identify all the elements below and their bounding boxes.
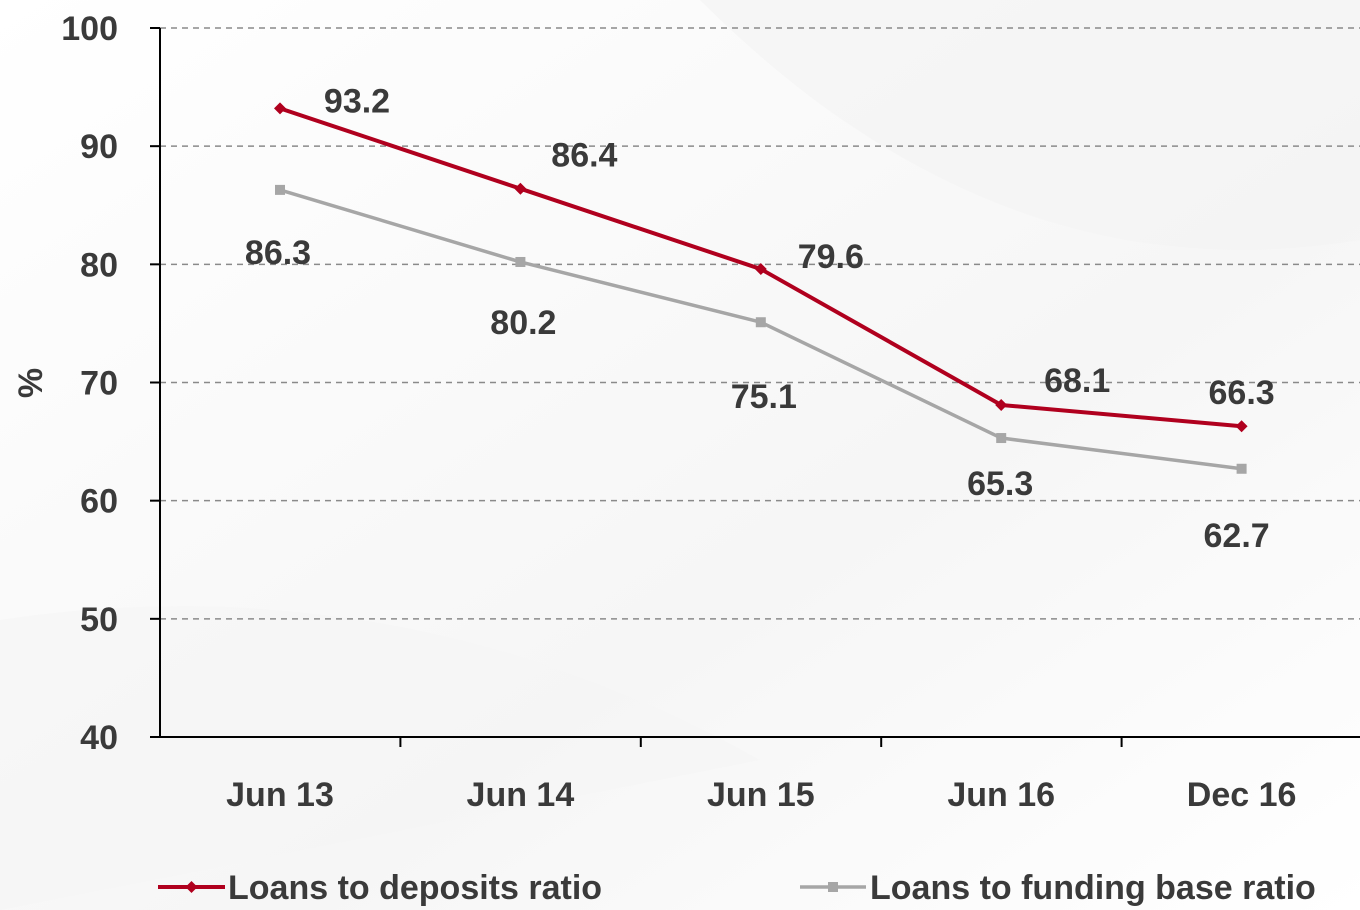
legend-marker	[828, 882, 838, 892]
y-tick-label: 90	[80, 128, 118, 166]
x-tick-label: Dec 16	[1187, 776, 1297, 814]
y-tick-label: 80	[80, 246, 118, 284]
legend: Loans to deposits ratio Loans to funding …	[158, 869, 1316, 907]
data-label: 66.3	[1209, 374, 1275, 412]
data-point-marker	[514, 182, 527, 195]
y-axis-ticks: 40 50 60 70 80 90 100	[61, 10, 160, 757]
data-point-marker	[515, 256, 526, 267]
data-labels: 93.2 86.4 79.6 68.1 66.3 86.3 80.2 75.1 65.3 62.7	[245, 82, 1275, 554]
x-tick-label: Jun 13	[226, 776, 334, 814]
data-label: 75.1	[731, 378, 797, 416]
gridlines	[160, 27, 1360, 620]
data-label: 79.6	[798, 238, 864, 276]
data-point-marker	[995, 398, 1008, 411]
data-label: 93.2	[324, 82, 390, 120]
y-axis-label: %	[12, 368, 50, 398]
x-tick-label: Jun 16	[947, 776, 1055, 814]
legend-marker	[185, 881, 198, 893]
data-label: 68.1	[1044, 362, 1110, 400]
legend-label: Loans to deposits ratio	[228, 869, 602, 907]
data-label: 86.3	[245, 234, 311, 272]
data-label: 80.2	[490, 304, 556, 342]
y-tick-label: 100	[61, 10, 118, 48]
x-axis-ticks: Jun 13 Jun 14 Jun 15 Jun 16 Dec 16	[226, 737, 1297, 814]
data-point-marker	[754, 263, 767, 276]
data-label: 62.7	[1204, 517, 1270, 555]
data-point-marker	[996, 433, 1007, 444]
data-point-marker	[274, 102, 286, 115]
background-swoosh	[0, 606, 760, 910]
y-tick-label: 70	[80, 365, 118, 403]
y-tick-label: 60	[80, 483, 118, 521]
legend-label: Loans to funding base ratio	[870, 869, 1316, 907]
x-tick-label: Jun 14	[467, 776, 575, 814]
x-tick-label: Jun 15	[707, 776, 815, 814]
y-tick-label: 40	[80, 719, 118, 757]
y-tick-label: 50	[80, 601, 118, 639]
background-swoosh	[700, 0, 1360, 250]
data-point-marker	[275, 184, 285, 195]
series-group	[274, 102, 1248, 474]
data-point-marker	[1236, 463, 1247, 474]
data-point-marker	[1235, 420, 1248, 433]
data-point-marker	[755, 317, 766, 328]
data-label: 86.4	[551, 137, 617, 175]
data-label: 65.3	[967, 465, 1033, 503]
